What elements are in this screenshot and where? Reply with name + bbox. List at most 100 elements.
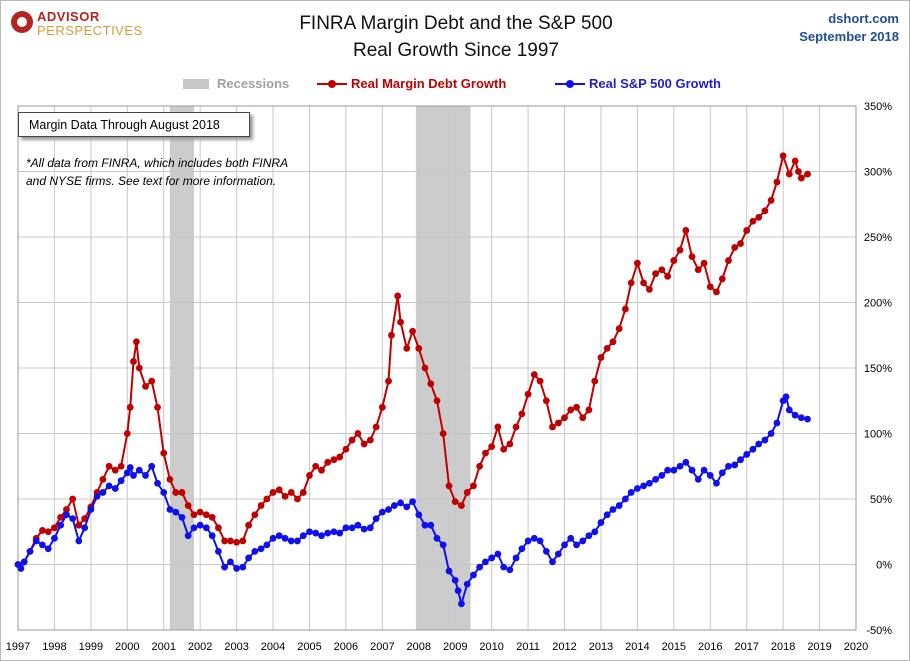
margin-point-40 bbox=[245, 521, 253, 529]
margin-point-99 bbox=[597, 354, 605, 361]
sp500-point-77 bbox=[463, 580, 471, 588]
sp500-point-3 bbox=[26, 548, 34, 555]
sp500-point-39 bbox=[239, 563, 247, 571]
margin-point-17 bbox=[117, 462, 125, 470]
sp500-point-81 bbox=[488, 554, 496, 562]
margin-point-65 bbox=[394, 292, 402, 300]
x-tick-label-20: 2017 bbox=[734, 641, 758, 653]
sp500-point-23 bbox=[142, 472, 149, 479]
sp500-point-133 bbox=[797, 414, 805, 422]
legend-label-margin: Real Margin Debt Growth bbox=[351, 76, 507, 91]
logo-mark-icon bbox=[11, 11, 33, 33]
sp500-point-120 bbox=[725, 462, 732, 470]
sp500-point-36 bbox=[221, 563, 228, 571]
margin-point-98 bbox=[591, 377, 599, 385]
margin-point-35 bbox=[214, 524, 222, 532]
sp500-point-35 bbox=[214, 548, 222, 555]
margin-point-34 bbox=[208, 513, 216, 521]
margin-point-97 bbox=[585, 406, 593, 414]
margin-point-120 bbox=[725, 257, 732, 264]
sp500-point-2 bbox=[20, 558, 28, 566]
sp500-point-20 bbox=[126, 464, 134, 471]
y-tick-label-3: 100% bbox=[864, 429, 892, 441]
sp500-point-63 bbox=[385, 506, 392, 513]
sp500-point-74 bbox=[451, 576, 459, 584]
margin-point-7 bbox=[57, 513, 65, 521]
margin-point-100 bbox=[603, 344, 611, 352]
margin-point-63 bbox=[385, 377, 392, 385]
sp500-point-70 bbox=[427, 521, 435, 529]
plot-area-border bbox=[17, 105, 857, 631]
margin-point-14 bbox=[99, 475, 107, 483]
y-tick-label-1: 0% bbox=[876, 560, 892, 572]
x-tick-label-23: 2020 bbox=[844, 641, 868, 653]
sp500-point-59 bbox=[360, 525, 368, 533]
margin-point-94 bbox=[567, 406, 575, 414]
margin-point-108 bbox=[652, 270, 660, 278]
margin-point-95 bbox=[573, 403, 580, 411]
sp500-point-45 bbox=[275, 532, 283, 540]
margin-point-42 bbox=[257, 502, 265, 509]
margin-point-23 bbox=[142, 382, 149, 390]
sp500-point-99 bbox=[597, 519, 605, 526]
margin-point-8 bbox=[63, 506, 70, 513]
legend-label-sp500: Real S&P 500 Growth bbox=[589, 76, 721, 91]
sp500-point-89 bbox=[536, 537, 544, 545]
sp500-point-134 bbox=[804, 415, 811, 423]
x-tick-label-9: 2006 bbox=[334, 641, 358, 653]
margin-point-66 bbox=[397, 318, 404, 326]
margin-point-44 bbox=[269, 489, 277, 496]
margin-point-127 bbox=[767, 196, 775, 204]
margin-point-10 bbox=[75, 521, 83, 529]
sp500-point-51 bbox=[312, 529, 320, 537]
margin-point-47 bbox=[287, 489, 295, 496]
margin-point-107 bbox=[646, 286, 653, 293]
margin-point-109 bbox=[658, 266, 666, 274]
x-tick-label-4: 2001 bbox=[151, 641, 175, 653]
margin-point-112 bbox=[676, 246, 684, 254]
sp500-point-13 bbox=[87, 506, 95, 513]
sp500-point-84 bbox=[506, 566, 514, 574]
advisor-perspectives-logo: ADVISOR PERSPECTIVES bbox=[11, 9, 142, 41]
margin-point-82 bbox=[494, 423, 502, 431]
margin-point-30 bbox=[184, 502, 192, 509]
sp500-point-114 bbox=[688, 466, 696, 474]
sp500-point-94 bbox=[567, 534, 575, 542]
margin-point-111 bbox=[670, 257, 678, 264]
sp500-point-31 bbox=[190, 524, 198, 532]
margin-point-113 bbox=[682, 227, 690, 234]
margin-point-58 bbox=[354, 430, 362, 437]
x-tick-label-16: 2013 bbox=[589, 641, 613, 653]
legend-label-recessions: Recessions bbox=[217, 76, 290, 91]
sp500-point-90 bbox=[542, 548, 550, 555]
x-tick-label-17: 2014 bbox=[625, 641, 649, 653]
margin-marker-icon bbox=[328, 80, 336, 88]
margin-point-36 bbox=[221, 537, 228, 545]
sp500-point-40 bbox=[245, 554, 253, 562]
margin-point-126 bbox=[761, 207, 769, 215]
sp500-point-60 bbox=[366, 524, 374, 532]
margin-point-9 bbox=[69, 495, 77, 503]
margin-point-83 bbox=[500, 445, 508, 453]
sp500-point-88 bbox=[530, 534, 538, 542]
margin-point-133 bbox=[797, 174, 805, 182]
margin-point-96 bbox=[579, 414, 587, 422]
margin-point-121 bbox=[731, 244, 739, 251]
x-tick-label-22: 2019 bbox=[807, 641, 831, 653]
sp500-point-122 bbox=[737, 456, 744, 464]
margin-point-59 bbox=[360, 440, 368, 448]
logo-line1: ADVISOR bbox=[37, 9, 100, 24]
sp500-point-57 bbox=[348, 524, 356, 532]
sp500-point-103 bbox=[621, 495, 629, 503]
sp500-point-100 bbox=[603, 511, 611, 519]
margin-point-21 bbox=[133, 338, 140, 346]
sp500-point-121 bbox=[731, 461, 739, 469]
sp500-point-92 bbox=[554, 550, 562, 558]
margin-point-51 bbox=[312, 462, 320, 470]
date-label: September 2018 bbox=[799, 29, 899, 44]
sp500-point-106 bbox=[640, 482, 647, 490]
margin-point-46 bbox=[281, 492, 289, 500]
sp500-point-118 bbox=[713, 479, 720, 487]
sp500-point-21 bbox=[130, 472, 137, 479]
